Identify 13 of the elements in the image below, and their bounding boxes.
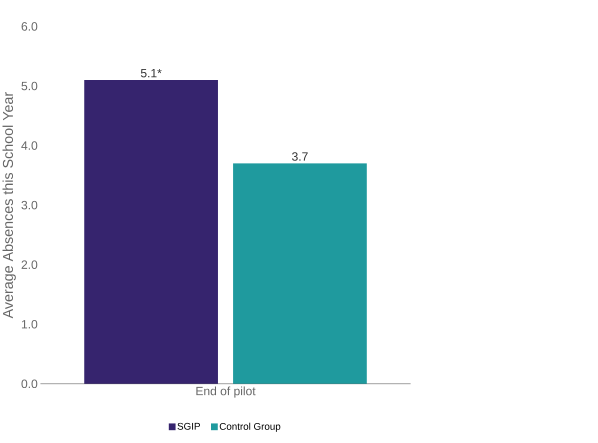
y-tick-label: 0.0 (21, 379, 38, 388)
y-tick-label: 6.0 (22, 22, 38, 30)
y-tick-label: 1.0 (22, 320, 38, 328)
legend-label: Control Group (220, 422, 280, 432)
data-label: 5.1* (140, 68, 162, 78)
y-tick-label: 4.0 (21, 141, 38, 150)
y-tick-label: 2.0 (22, 260, 38, 269)
y-tick-label: 3.0 (21, 200, 38, 210)
y-tick-label: 5.0 (22, 82, 38, 90)
data-label: 3.7 (292, 152, 308, 161)
legend-label: SGIP (178, 422, 200, 430)
x-tick-label: End of pilot (196, 386, 256, 398)
y-axis-title: Average Absences this School Year (2, 92, 16, 318)
